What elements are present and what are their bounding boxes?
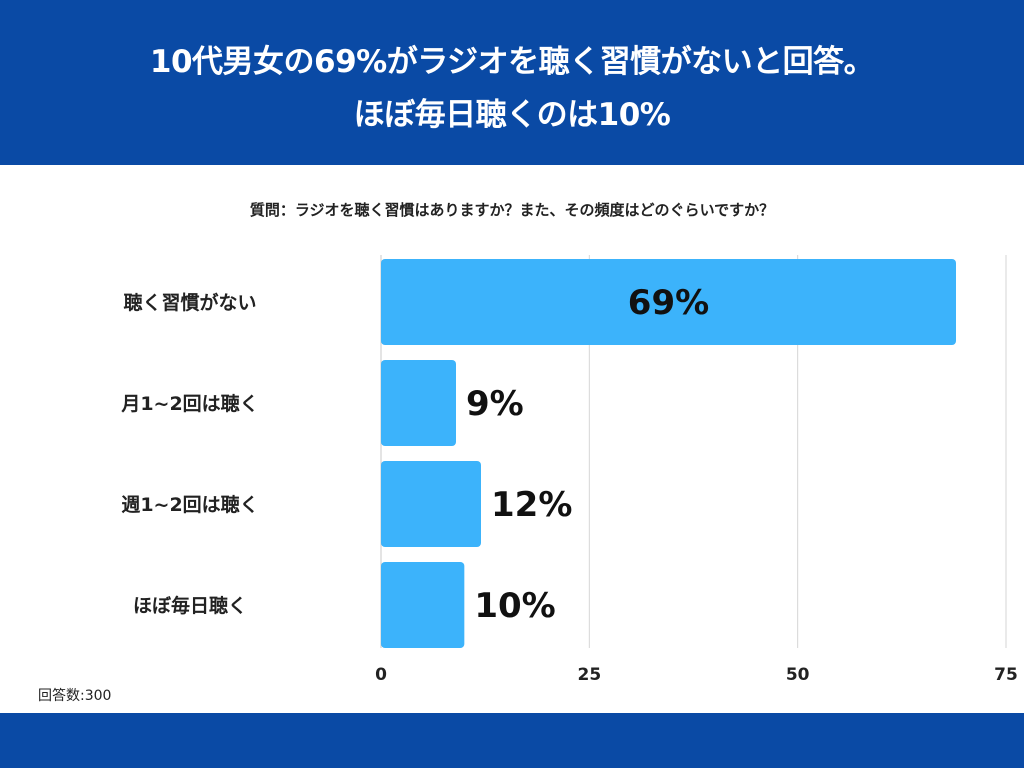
chart-title-line-2: ほぼ毎日聴くのは10% <box>353 97 671 133</box>
value-label-2: 12% <box>491 485 572 525</box>
footer-band <box>0 713 1024 768</box>
value-label-0: 69% <box>628 283 709 323</box>
x-tick-label-0: 0 <box>375 665 387 685</box>
category-label-3: ほぼ毎日聴く <box>133 594 247 617</box>
value-label-1: 9% <box>466 384 524 424</box>
category-label-2: 週1~2回は聴く <box>121 494 258 516</box>
bar-2 <box>381 461 481 547</box>
x-tick-label-3: 75 <box>994 665 1018 685</box>
bar-1 <box>381 360 456 446</box>
x-tick-label-2: 50 <box>786 665 810 685</box>
chart-title-line-1: 10代男女の69%がラジオを聴く習慣がないと回答。 <box>149 44 875 80</box>
x-tick-label-1: 25 <box>577 665 601 685</box>
category-label-1: 月1~2回は聴く <box>120 393 258 415</box>
sample-size-note: 回答数:300 <box>38 688 112 704</box>
bar-3 <box>381 562 465 648</box>
title-banner: 10代男女の69%がラジオを聴く習慣がないと回答。 ほぼ毎日聴くのは10% <box>0 0 1024 165</box>
bar-0 <box>381 259 956 345</box>
survey-question: 質問：ラジオを聴く習慣はありますか？また、その頻度はどのぐらいですか？ <box>249 201 775 219</box>
value-label-3: 10% <box>474 586 555 626</box>
category-label-0: 聴く習慣がない <box>123 291 256 314</box>
bar-chart: 0 25 50 75 聴く習慣がない 69% 月1~2回は聴く 9% 週1~2回は聴く 12% ほぼ… <box>120 255 1018 685</box>
